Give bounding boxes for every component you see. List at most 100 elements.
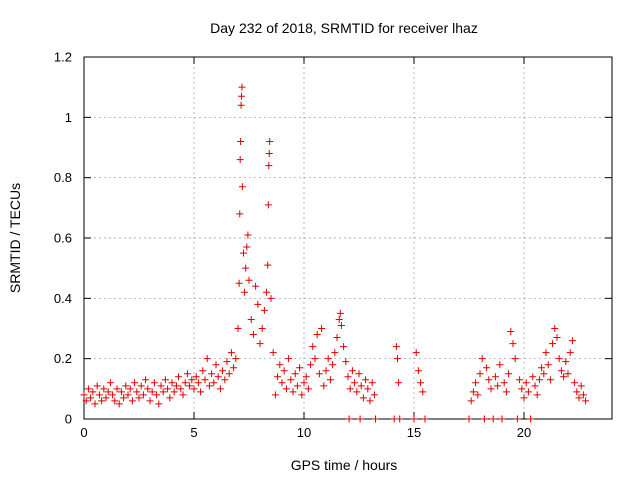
data-point — [467, 397, 475, 405]
data-point — [368, 379, 376, 387]
data-point — [542, 349, 550, 357]
data-point — [264, 261, 272, 269]
data-point — [117, 388, 125, 396]
data-point — [560, 373, 568, 381]
data-point — [236, 210, 244, 218]
data-point — [237, 101, 245, 109]
y-tick-label: 0.2 — [54, 351, 72, 366]
data-point — [396, 415, 404, 423]
data-point — [320, 382, 328, 390]
data-point — [509, 340, 517, 348]
data-point — [192, 373, 200, 381]
data-point — [496, 361, 504, 369]
data-point — [557, 367, 565, 375]
data-point — [372, 415, 379, 423]
data-point — [120, 394, 128, 402]
data-point — [266, 137, 274, 145]
data-point — [80, 391, 88, 399]
data-point — [155, 400, 163, 408]
data-point — [351, 379, 359, 387]
data-point — [166, 394, 174, 402]
y-tick-label: 0.6 — [54, 231, 72, 246]
data-point — [164, 385, 172, 393]
data-point — [126, 385, 134, 393]
tick-layer: 0 5 10 15 20 0 0.2 0.4 0.6 0.8 1 1.2 — [54, 50, 612, 440]
data-point — [412, 349, 420, 357]
data-point — [235, 279, 243, 287]
data-point — [417, 379, 425, 387]
data-points — [80, 83, 590, 423]
data-point — [84, 385, 92, 393]
data-point — [355, 370, 363, 378]
plot-frame — [83, 56, 613, 420]
data-point — [410, 415, 418, 423]
data-point — [210, 379, 218, 387]
data-point — [566, 349, 574, 357]
data-point — [318, 325, 326, 332]
data-point — [489, 415, 497, 423]
data-point — [168, 379, 176, 387]
data-point — [128, 397, 136, 405]
data-point — [476, 370, 484, 378]
data-point — [179, 391, 187, 399]
data-point — [298, 391, 306, 399]
data-point — [518, 385, 526, 393]
data-point — [122, 382, 130, 390]
y-tick-label: 0.8 — [54, 170, 72, 185]
data-point — [230, 364, 238, 372]
data-point — [271, 391, 279, 399]
data-point — [322, 367, 330, 375]
data-point — [177, 385, 185, 393]
data-point — [241, 288, 249, 296]
x-tick-label: 15 — [407, 425, 421, 440]
data-point — [214, 373, 222, 381]
data-point — [505, 370, 513, 378]
data-point — [511, 355, 519, 363]
data-point — [540, 370, 548, 378]
data-point — [531, 382, 539, 390]
data-point — [419, 388, 427, 396]
data-point — [100, 385, 108, 393]
data-point — [522, 379, 530, 387]
data-point — [311, 355, 319, 363]
data-point — [313, 331, 321, 339]
data-point — [203, 355, 211, 363]
data-point — [265, 162, 273, 170]
data-point — [329, 361, 337, 369]
data-point — [267, 294, 275, 302]
data-point — [104, 388, 112, 396]
data-point — [582, 397, 590, 405]
data-point — [562, 358, 570, 366]
data-point — [494, 382, 502, 390]
data-point — [291, 370, 299, 378]
data-point — [340, 343, 348, 351]
data-point — [478, 355, 486, 363]
data-point — [485, 376, 493, 384]
data-point — [227, 349, 235, 357]
x-axis-label: GPS time / hours — [291, 457, 398, 473]
data-point — [309, 343, 317, 351]
data-point — [197, 388, 205, 396]
y-tick-label: 1.2 — [54, 50, 72, 65]
data-point — [238, 92, 246, 100]
data-point — [131, 379, 139, 387]
data-point — [551, 325, 559, 332]
data-point — [278, 379, 286, 387]
data-point — [480, 415, 488, 423]
data-point — [87, 394, 95, 402]
data-point — [216, 385, 224, 393]
data-point — [223, 358, 231, 366]
data-point — [254, 300, 262, 308]
data-point — [421, 415, 429, 423]
data-point — [258, 325, 266, 332]
data-point — [175, 373, 183, 381]
data-point — [212, 361, 220, 369]
data-point — [469, 388, 477, 396]
data-point — [249, 331, 257, 339]
data-point — [571, 379, 579, 387]
data-point — [344, 373, 352, 381]
data-point — [336, 309, 344, 317]
data-point — [549, 340, 557, 348]
data-point — [242, 264, 250, 272]
data-point — [353, 388, 361, 396]
